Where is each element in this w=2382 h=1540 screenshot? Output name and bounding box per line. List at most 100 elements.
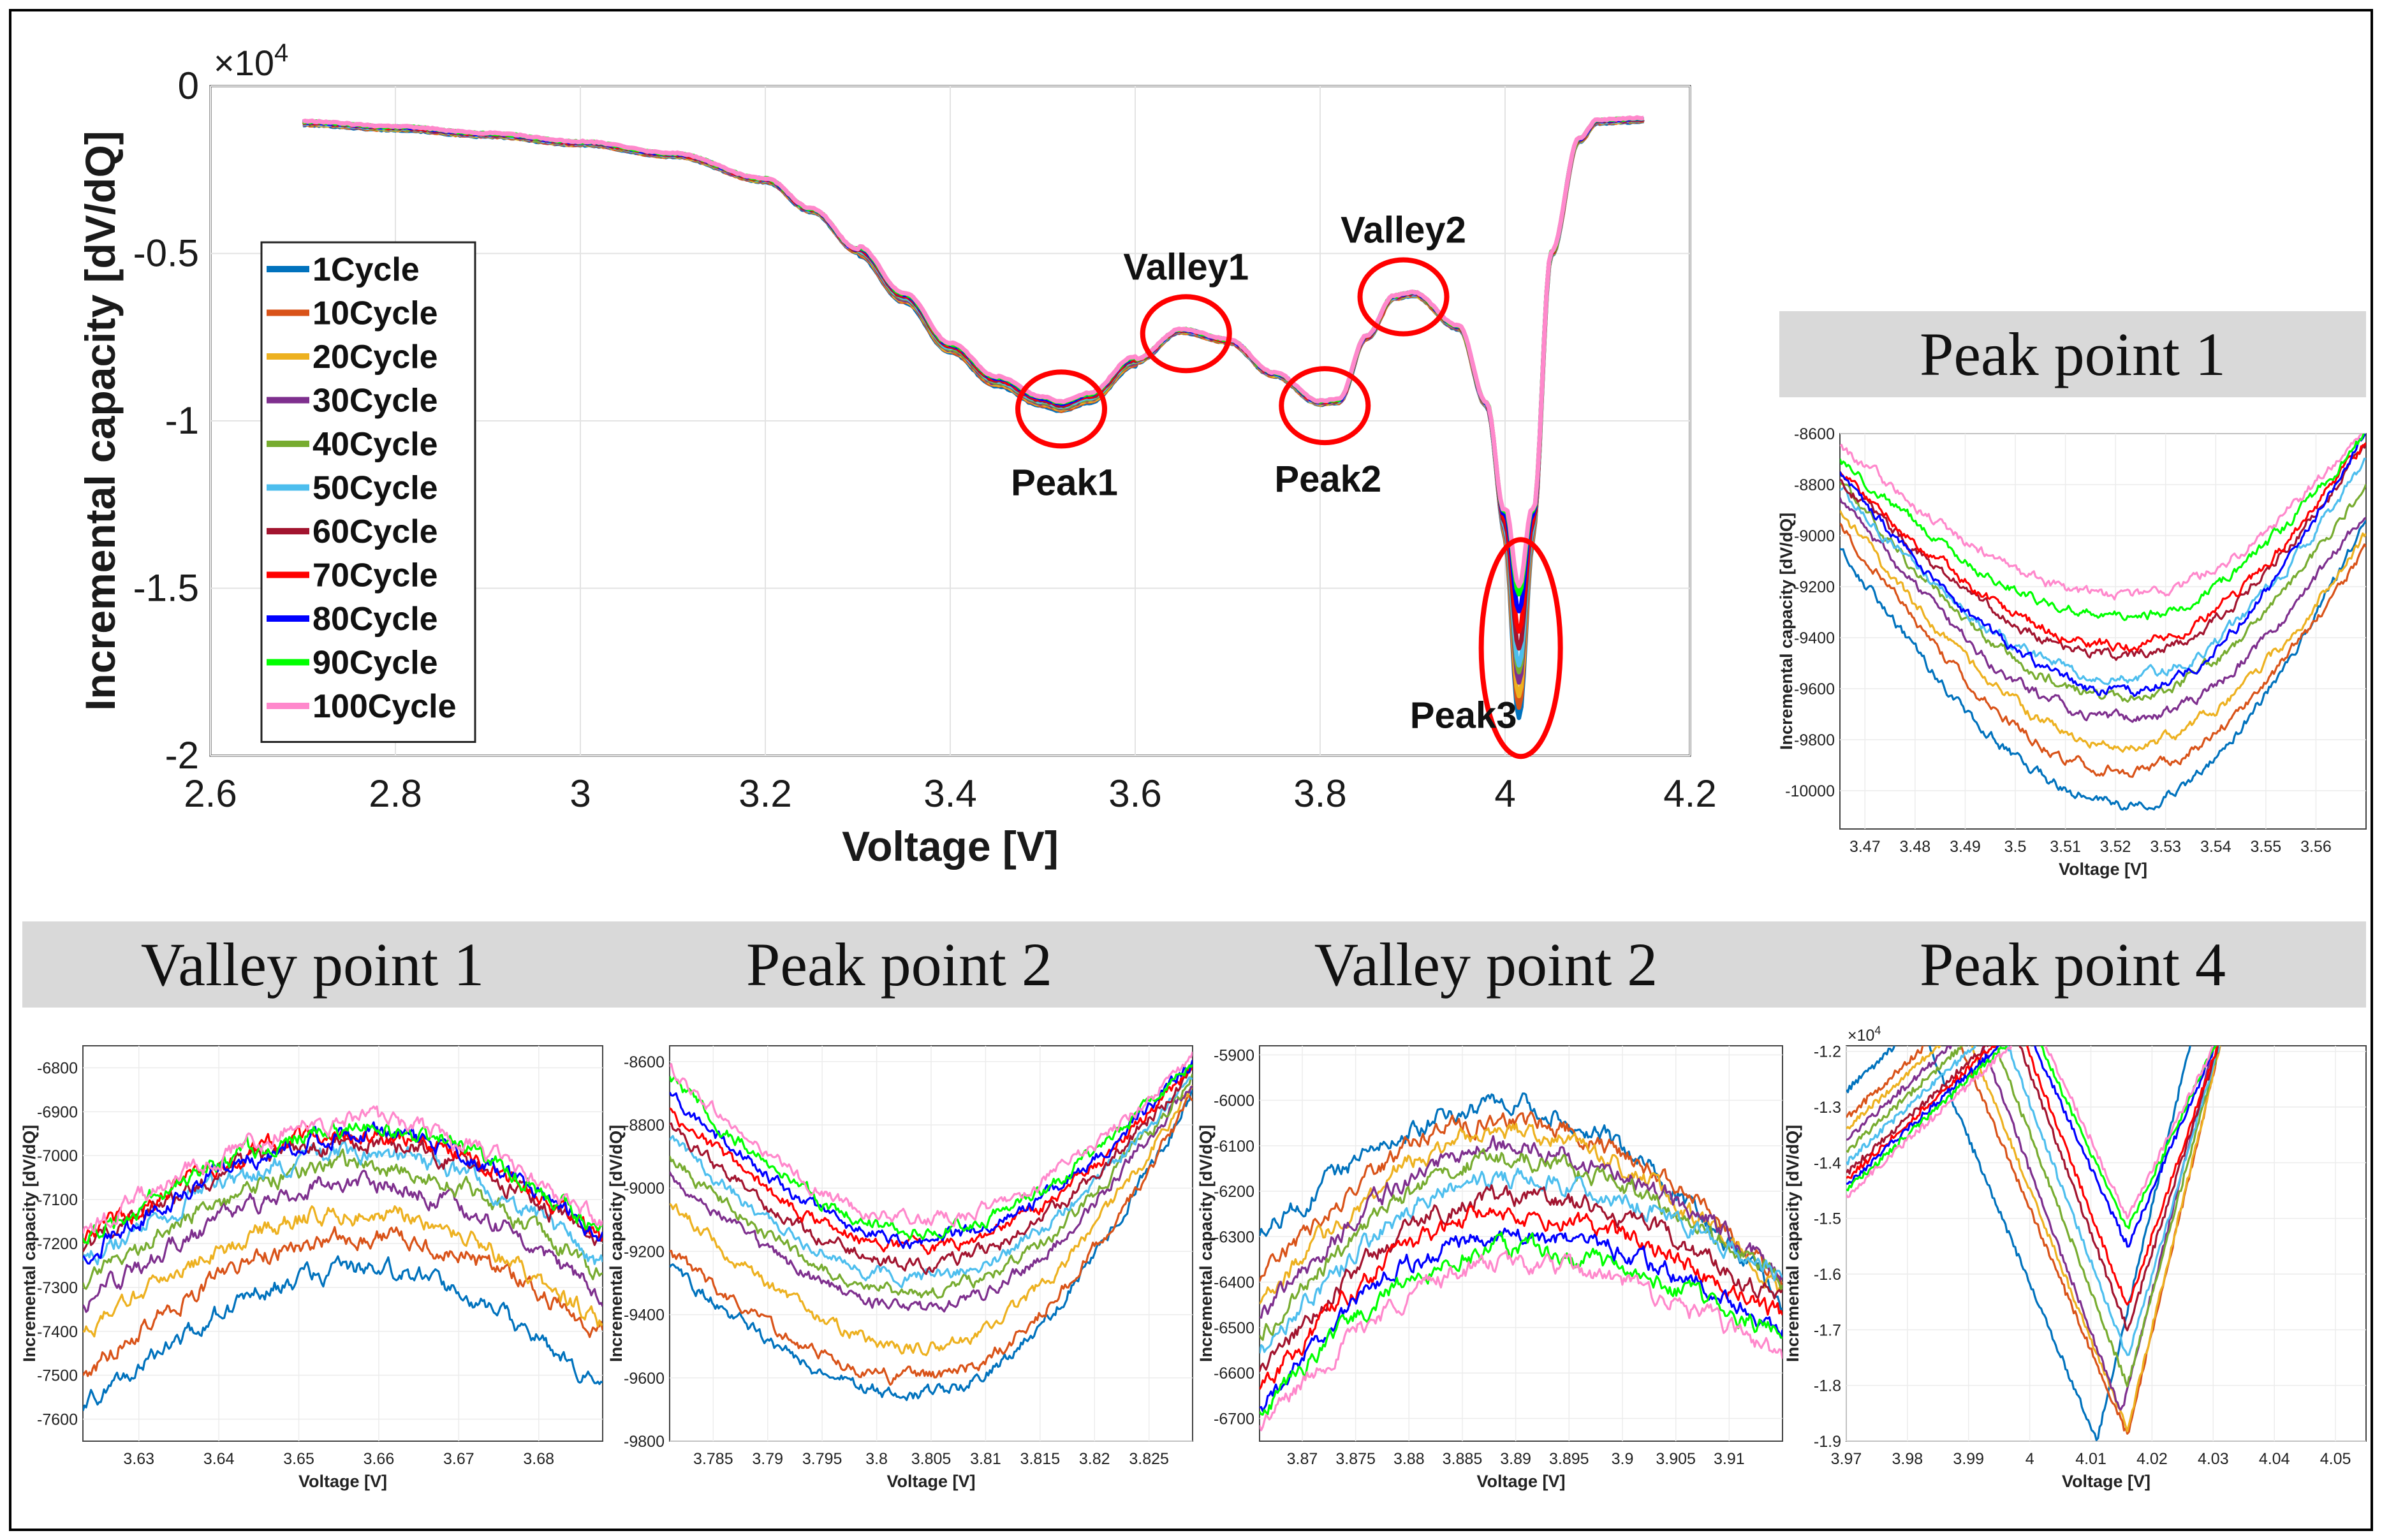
sub-x-tick-label: 3.87	[1287, 1450, 1318, 1468]
main-x-tick-label: 3	[570, 772, 591, 815]
sub-plot-area	[1839, 433, 2367, 830]
sub-y-tick-label: -1.7	[1814, 1321, 1841, 1339]
annotation-ring	[1357, 257, 1450, 337]
sub-series-line-30Cycle	[670, 1085, 1193, 1313]
main-y-tick-label: -2	[165, 734, 199, 777]
sub-x-tick-label: 3.66	[364, 1450, 395, 1468]
sub-y-tick-label: -8600	[624, 1053, 665, 1071]
sub-series-line-1Cycle	[1260, 1092, 1783, 1311]
sub-x-tick-label: 3.875	[1335, 1450, 1376, 1468]
sub-x-tick-label: 3.49	[1950, 838, 1981, 856]
sub-series-line-50Cycle	[1846, 1046, 2220, 1356]
sub-y-tick-label: -6200	[1214, 1183, 1254, 1201]
sub-x-axis-label: Voltage [V]	[298, 1472, 387, 1491]
sub-x-tick-label: 3.905	[1656, 1450, 1696, 1468]
sub-series-line-30Cycle	[83, 1170, 603, 1313]
main-y-axis-label: Incremental capacity [dV/dQ]	[77, 131, 124, 711]
sub-y-tick-label: -6100	[1214, 1138, 1254, 1155]
annotation-label: Valley2	[1341, 210, 1466, 251]
peak-point-1-title: Peak point 1	[1920, 320, 2226, 388]
sub-series-line-90Cycle	[83, 1122, 603, 1245]
sub-x-tick-label: 3.9	[1612, 1450, 1634, 1468]
sub-y-axis-label: Incremental capacity [dV/dQ]	[1783, 1125, 1802, 1362]
sub-series-line-40Cycle	[670, 1073, 1193, 1299]
bottom-header-bar: Valley point 1 Peak point 2 Valley point…	[22, 921, 2366, 1008]
sub-series-line-10Cycle	[1260, 1111, 1783, 1288]
sub-x-tick-label: 3.79	[752, 1450, 783, 1468]
sub-y-tick-label: -9200	[1794, 578, 1835, 596]
main-x-tick-label: 3.6	[1108, 772, 1161, 815]
sub-series-line-100Cycle	[1840, 434, 2363, 601]
main-x-tick-label: 3.8	[1293, 772, 1346, 815]
sub-x-tick-label: 4.01	[2075, 1450, 2106, 1468]
sub-y-tick-label: -1.3	[1814, 1099, 1841, 1117]
peak-point-2-title: Peak point 2	[746, 930, 1052, 999]
sub-series-line-70Cycle	[1260, 1205, 1783, 1390]
sub-series-line-50Cycle	[1840, 457, 2366, 686]
main-y-tick-label: -0.5	[133, 232, 199, 275]
sub-series-line-80Cycle	[1840, 434, 2366, 697]
sub-series-line-40Cycle	[1260, 1148, 1783, 1341]
sub-y-tick-label: -9800	[1794, 731, 1835, 749]
sub-y-exponent: ×104	[1848, 1024, 1881, 1045]
sub-x-tick-label: 3.885	[1443, 1450, 1483, 1468]
sub-series-line-1Cycle	[1840, 520, 2366, 811]
sub-y-tick-label: -7300	[37, 1279, 78, 1297]
annotation-label: Peak1	[1011, 462, 1118, 503]
sub-series-line-70Cycle	[1846, 1046, 2218, 1306]
sub-x-tick-label: 3.88	[1393, 1450, 1425, 1468]
sub-y-tick-label: -6900	[37, 1103, 78, 1121]
main-x-ticks: 2.6 2.8 3 3.2 3.4 3.6 3.8 4 4.2	[184, 772, 1716, 815]
sub-y-tick-label: -10000	[1785, 782, 1835, 800]
sub-y-tick-label: -1.8	[1814, 1377, 1841, 1395]
sub-y-tick-label: -6000	[1214, 1092, 1254, 1110]
sub-x-axis-label: Voltage [V]	[2062, 1472, 2150, 1491]
sub-x-tick-label: 3.98	[1892, 1450, 1923, 1468]
sub-x-tick-label: 3.82	[1079, 1450, 1110, 1468]
sub-x-tick-label: 4.02	[2136, 1450, 2168, 1468]
sub-series-line-20Cycle	[1840, 510, 2366, 753]
sub-series-line-80Cycle	[1846, 1046, 2217, 1248]
sub-series-line-10Cycle	[670, 1095, 1193, 1386]
main-x-tick-label: 3.2	[739, 772, 791, 815]
main-x-tick-label: 4.2	[1663, 772, 1716, 815]
sub-series-line-90Cycle	[1260, 1231, 1783, 1416]
sub-x-tick-label: 3.68	[523, 1450, 554, 1468]
sub-x-tick-label: 3.91	[1714, 1450, 1745, 1468]
sub-series-line-100Cycle	[670, 1052, 1193, 1228]
sub-series-line-60Cycle	[1260, 1184, 1783, 1372]
legend-label: 80Cycle	[312, 601, 438, 638]
main-x-tick-label: 3.4	[923, 772, 976, 815]
sub-series-line-10Cycle	[83, 1226, 603, 1377]
legend-label: 50Cycle	[312, 470, 438, 507]
valley-point-2-title: Valley point 2	[1314, 930, 1658, 999]
sub-series	[670, 1052, 1193, 1402]
sub-y-tick-label: -7200	[37, 1235, 78, 1253]
sub-x-tick-label: 3.805	[911, 1450, 952, 1468]
sub-y-tick-label: -9000	[1794, 527, 1835, 545]
annotation-ring-peak3	[1478, 537, 1563, 759]
sub-x-tick-label: 3.52	[2100, 838, 2131, 856]
main-y-tick-label: -1.5	[133, 567, 199, 610]
main-annotations: Peak1 Valley1 Peak2 Valley2 Peak3	[1011, 210, 1563, 759]
sub-x-tick-label: 3.895	[1549, 1450, 1589, 1468]
sub-x-tick-label: 3.55	[2251, 838, 2282, 856]
sub-series	[1846, 1046, 2221, 1441]
sub-series-line-50Cycle	[1260, 1168, 1783, 1354]
sub-y-tick-label: -9600	[624, 1370, 665, 1388]
annotation-label: Valley1	[1123, 246, 1249, 288]
sub-y-tick-label: -7000	[37, 1147, 78, 1165]
sub-y-tick-label: -5900	[1214, 1046, 1254, 1064]
sub-x-tick-label: 3.785	[693, 1450, 733, 1468]
main-legend: 1Cycle 10Cycle 20Cycle 30Cycle 40Cycle 50Cycl…	[260, 241, 476, 743]
sub-y-axis-label: Incremental capacity [dV/dQ]	[20, 1125, 39, 1362]
sub-x-tick-label: 3.99	[1953, 1450, 1984, 1468]
sub-x-tick-label: 3.64	[203, 1450, 235, 1468]
sub-y-tick-label: -1.4	[1814, 1154, 1841, 1172]
sub-y-tick-label: -6800	[37, 1059, 78, 1077]
sub-y-tick-label: -7500	[37, 1367, 78, 1385]
sub-series-line-70Cycle	[1840, 442, 2366, 652]
sub-y-tick-label: -9000	[624, 1180, 665, 1198]
main-y-tick-label: -1	[165, 399, 199, 442]
sub-x-tick-label: 4.05	[2320, 1450, 2351, 1468]
